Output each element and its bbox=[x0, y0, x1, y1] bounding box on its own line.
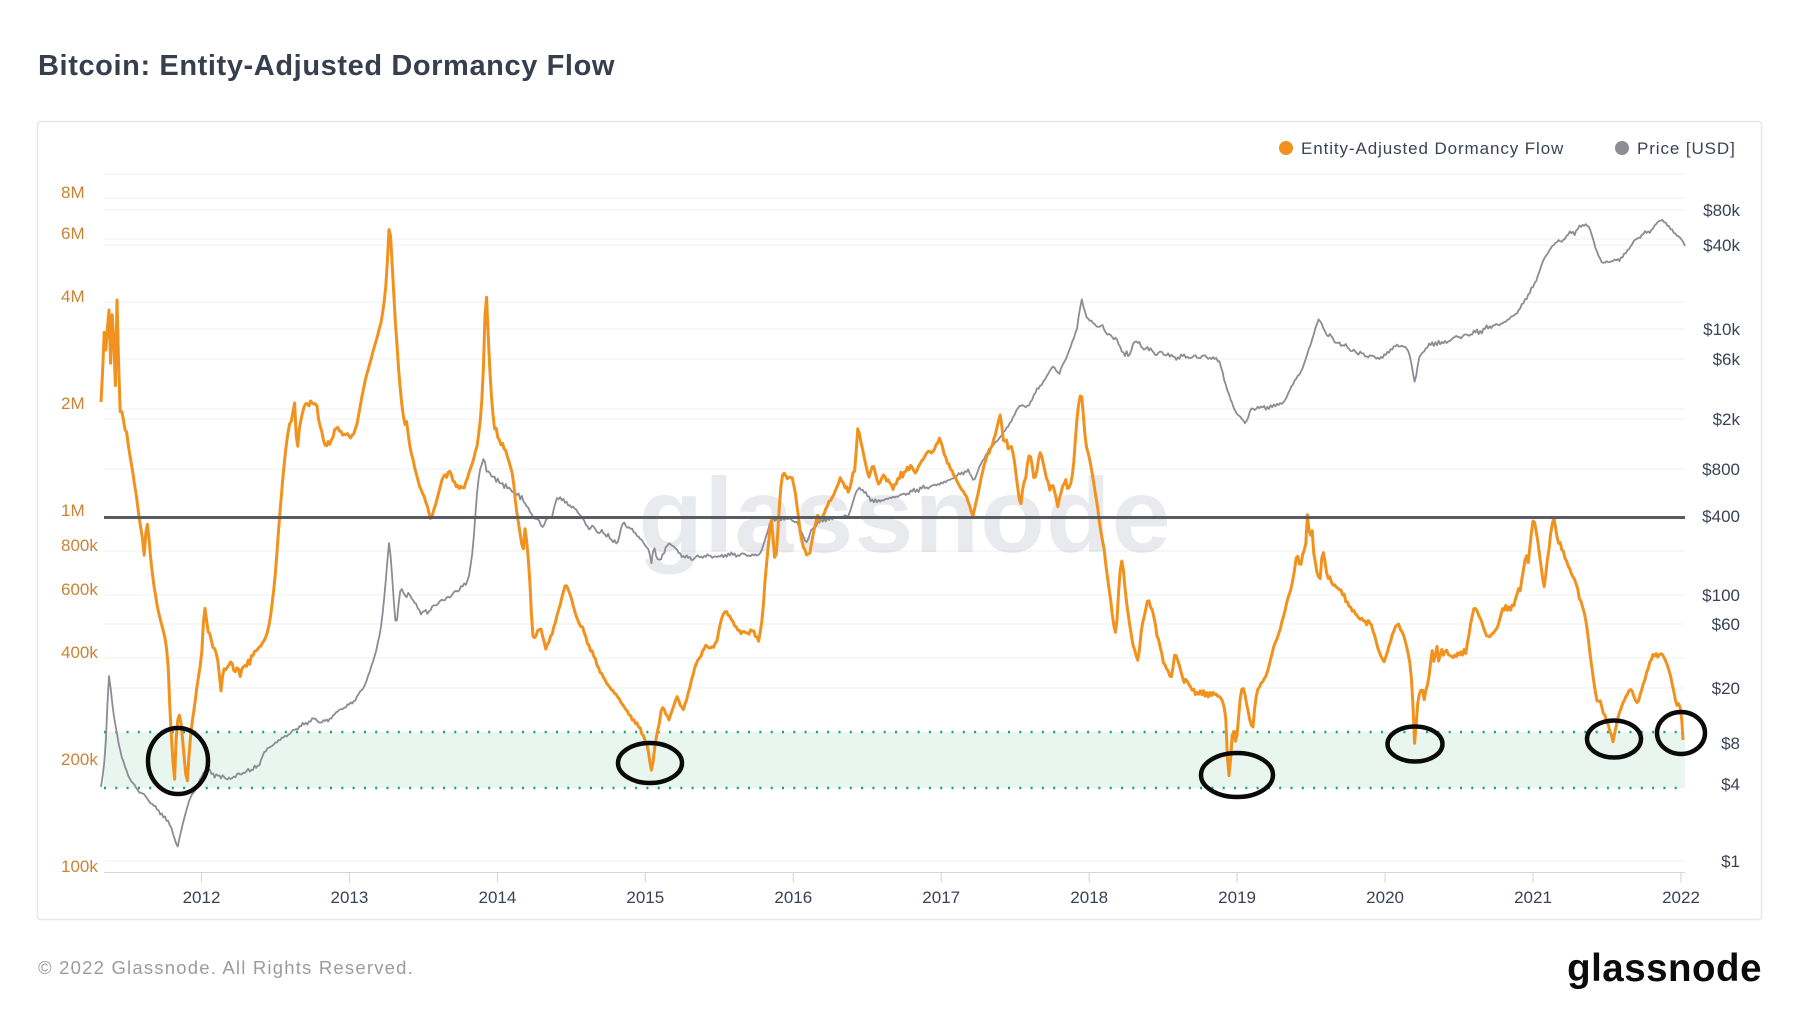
svg-text:2021: 2021 bbox=[1514, 888, 1552, 907]
svg-text:$40k: $40k bbox=[1703, 236, 1740, 255]
svg-text:$400: $400 bbox=[1702, 507, 1740, 526]
svg-text:800k: 800k bbox=[61, 536, 98, 555]
svg-text:$60: $60 bbox=[1712, 615, 1740, 634]
svg-text:$20: $20 bbox=[1712, 679, 1740, 698]
svg-text:$80k: $80k bbox=[1703, 201, 1740, 220]
svg-text:2022: 2022 bbox=[1662, 888, 1700, 907]
svg-text:2019: 2019 bbox=[1218, 888, 1256, 907]
svg-text:4M: 4M bbox=[61, 287, 85, 306]
svg-text:$4: $4 bbox=[1721, 775, 1740, 794]
svg-text:$8: $8 bbox=[1721, 734, 1740, 753]
svg-text:$100: $100 bbox=[1702, 586, 1740, 605]
svg-text:2018: 2018 bbox=[1070, 888, 1108, 907]
svg-text:2016: 2016 bbox=[774, 888, 812, 907]
svg-text:Entity-Adjusted Dormancy Flow: Entity-Adjusted Dormancy Flow bbox=[1301, 139, 1564, 158]
svg-text:$800: $800 bbox=[1702, 460, 1740, 479]
svg-text:6M: 6M bbox=[61, 224, 85, 243]
svg-text:glassnode: glassnode bbox=[1567, 947, 1762, 990]
svg-text:2017: 2017 bbox=[922, 888, 960, 907]
svg-text:2020: 2020 bbox=[1366, 888, 1404, 907]
svg-text:$10k: $10k bbox=[1703, 320, 1740, 339]
svg-text:8M: 8M bbox=[61, 183, 85, 202]
svg-text:200k: 200k bbox=[61, 750, 98, 769]
svg-text:© 2022 Glassnode. All Rights R: © 2022 Glassnode. All Rights Reserved. bbox=[38, 957, 414, 978]
svg-text:400k: 400k bbox=[61, 643, 98, 662]
svg-text:2015: 2015 bbox=[626, 888, 664, 907]
svg-text:2M: 2M bbox=[61, 394, 85, 413]
svg-text:1M: 1M bbox=[61, 501, 85, 520]
svg-text:$2k: $2k bbox=[1713, 410, 1741, 429]
svg-text:600k: 600k bbox=[61, 580, 98, 599]
svg-text:2013: 2013 bbox=[330, 888, 368, 907]
svg-text:100k: 100k bbox=[61, 857, 98, 876]
svg-text:Price [USD]: Price [USD] bbox=[1637, 139, 1736, 158]
svg-text:$1: $1 bbox=[1721, 852, 1740, 871]
svg-text:2012: 2012 bbox=[183, 888, 221, 907]
svg-text:2014: 2014 bbox=[478, 888, 516, 907]
svg-text:Bitcoin: Entity-Adjusted Dorma: Bitcoin: Entity-Adjusted Dormancy Flow bbox=[38, 50, 615, 82]
svg-text:$6k: $6k bbox=[1713, 350, 1741, 369]
